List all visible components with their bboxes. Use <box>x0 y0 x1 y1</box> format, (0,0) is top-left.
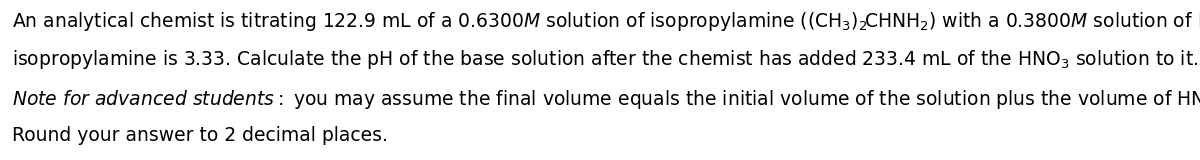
Text: An analytical chemist is titrating 122.9 mL of a 0.6300$M$ solution of isopropyl: An analytical chemist is titrating 122.9… <box>12 10 1200 33</box>
Text: isopropylamine is 3.33. Calculate the pH of the base solution after the chemist : isopropylamine is 3.33. Calculate the pH… <box>12 48 1199 71</box>
Text: $\it{Note\ for\ advanced\ students:}$ you may assume the final volume equals the: $\it{Note\ for\ advanced\ students:}$ yo… <box>12 88 1200 111</box>
Text: Round your answer to 2 decimal places.: Round your answer to 2 decimal places. <box>12 126 388 145</box>
